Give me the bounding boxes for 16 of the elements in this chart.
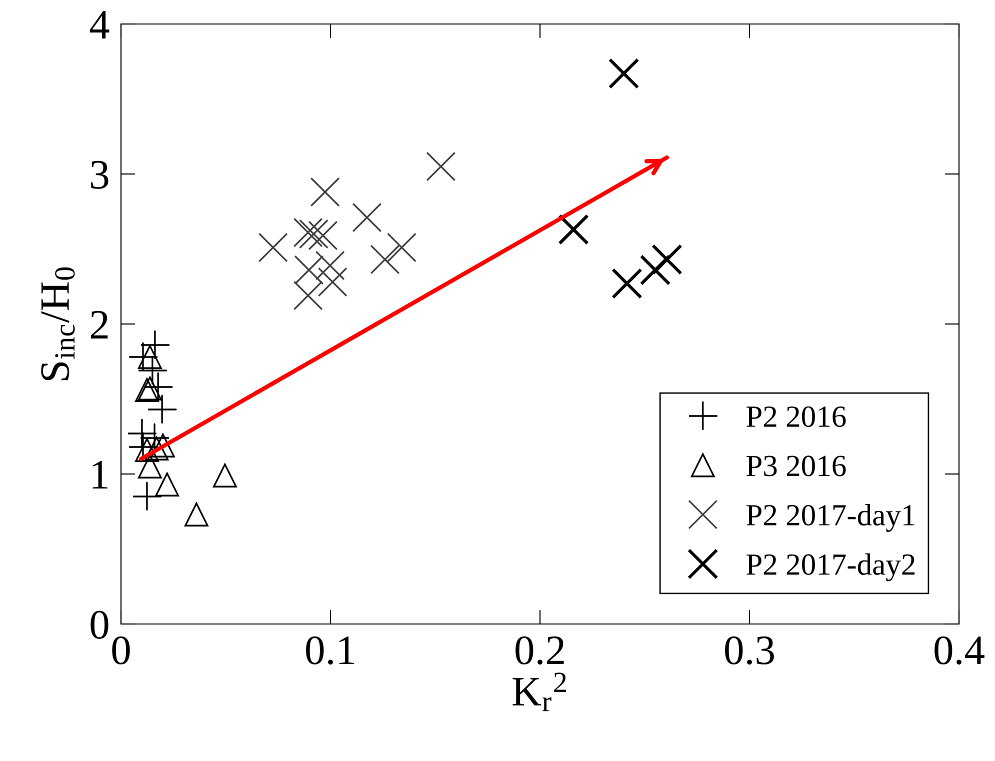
x-tick-label: 0.2 <box>516 636 564 665</box>
legend-label: P2 2017-day2 <box>746 553 915 582</box>
y-axis-title: S$_{inc}$/H$_{0}$ <box>41 267 75 380</box>
y-tick-label: 1 <box>92 460 108 488</box>
x-axis-title: K$_{r}$$^{2}$ <box>512 672 566 712</box>
legend-label: P2 2017-day1 <box>746 504 914 532</box>
x-tick-label: 0.1 <box>306 636 354 665</box>
legend-label: P2 2016 <box>746 406 846 427</box>
y-tick-label: 0 <box>90 610 108 639</box>
y-tick-label: 4 <box>90 11 110 38</box>
x-tick-label: 0 <box>112 636 130 664</box>
x-tick-label: 0.4 <box>934 636 984 665</box>
x-tick-label: 0.3 <box>725 636 774 665</box>
y-tick-label: 3 <box>91 160 108 189</box>
legend-label: P3 2016 <box>746 456 846 476</box>
y-tick-label: 2 <box>90 310 108 338</box>
